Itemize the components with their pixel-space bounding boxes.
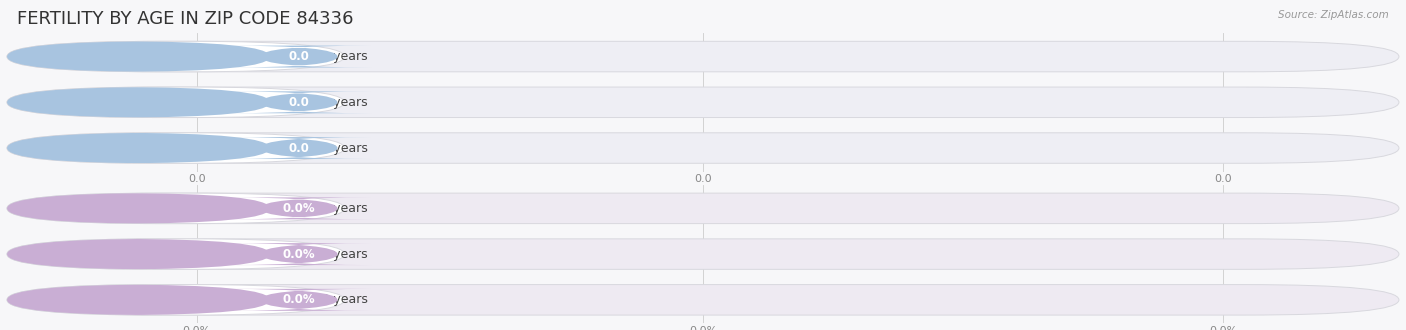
Text: 20 to 34 years: 20 to 34 years bbox=[277, 248, 367, 261]
FancyBboxPatch shape bbox=[7, 41, 270, 72]
FancyBboxPatch shape bbox=[7, 284, 1399, 315]
Text: 15 to 19 years: 15 to 19 years bbox=[277, 50, 367, 63]
Text: 35 to 50 years: 35 to 50 years bbox=[277, 142, 368, 154]
FancyBboxPatch shape bbox=[7, 284, 344, 315]
FancyBboxPatch shape bbox=[7, 239, 344, 269]
Text: 0.0: 0.0 bbox=[288, 96, 309, 109]
Text: 0.0%: 0.0% bbox=[283, 202, 315, 215]
FancyBboxPatch shape bbox=[7, 41, 1399, 72]
FancyBboxPatch shape bbox=[7, 133, 1399, 163]
Text: 20 to 34 years: 20 to 34 years bbox=[277, 96, 367, 109]
FancyBboxPatch shape bbox=[7, 133, 270, 163]
Text: 0.0: 0.0 bbox=[288, 50, 309, 63]
FancyBboxPatch shape bbox=[7, 239, 1399, 269]
Text: 0.0: 0.0 bbox=[288, 142, 309, 154]
Text: 15 to 19 years: 15 to 19 years bbox=[277, 202, 367, 215]
FancyBboxPatch shape bbox=[226, 197, 371, 219]
Text: 35 to 50 years: 35 to 50 years bbox=[277, 293, 368, 306]
FancyBboxPatch shape bbox=[226, 91, 371, 113]
FancyBboxPatch shape bbox=[7, 87, 270, 117]
FancyBboxPatch shape bbox=[226, 289, 371, 311]
FancyBboxPatch shape bbox=[7, 193, 1399, 224]
FancyBboxPatch shape bbox=[226, 243, 371, 265]
FancyBboxPatch shape bbox=[7, 41, 344, 72]
FancyBboxPatch shape bbox=[226, 137, 371, 159]
FancyBboxPatch shape bbox=[7, 284, 270, 315]
FancyBboxPatch shape bbox=[7, 133, 344, 163]
FancyBboxPatch shape bbox=[7, 193, 344, 224]
FancyBboxPatch shape bbox=[7, 193, 270, 224]
FancyBboxPatch shape bbox=[7, 87, 1399, 117]
Text: 0.0%: 0.0% bbox=[283, 293, 315, 306]
FancyBboxPatch shape bbox=[7, 87, 344, 117]
Text: 0.0%: 0.0% bbox=[283, 248, 315, 261]
FancyBboxPatch shape bbox=[226, 46, 371, 68]
Text: Source: ZipAtlas.com: Source: ZipAtlas.com bbox=[1278, 10, 1389, 20]
FancyBboxPatch shape bbox=[7, 239, 270, 269]
Text: FERTILITY BY AGE IN ZIP CODE 84336: FERTILITY BY AGE IN ZIP CODE 84336 bbox=[17, 10, 353, 28]
